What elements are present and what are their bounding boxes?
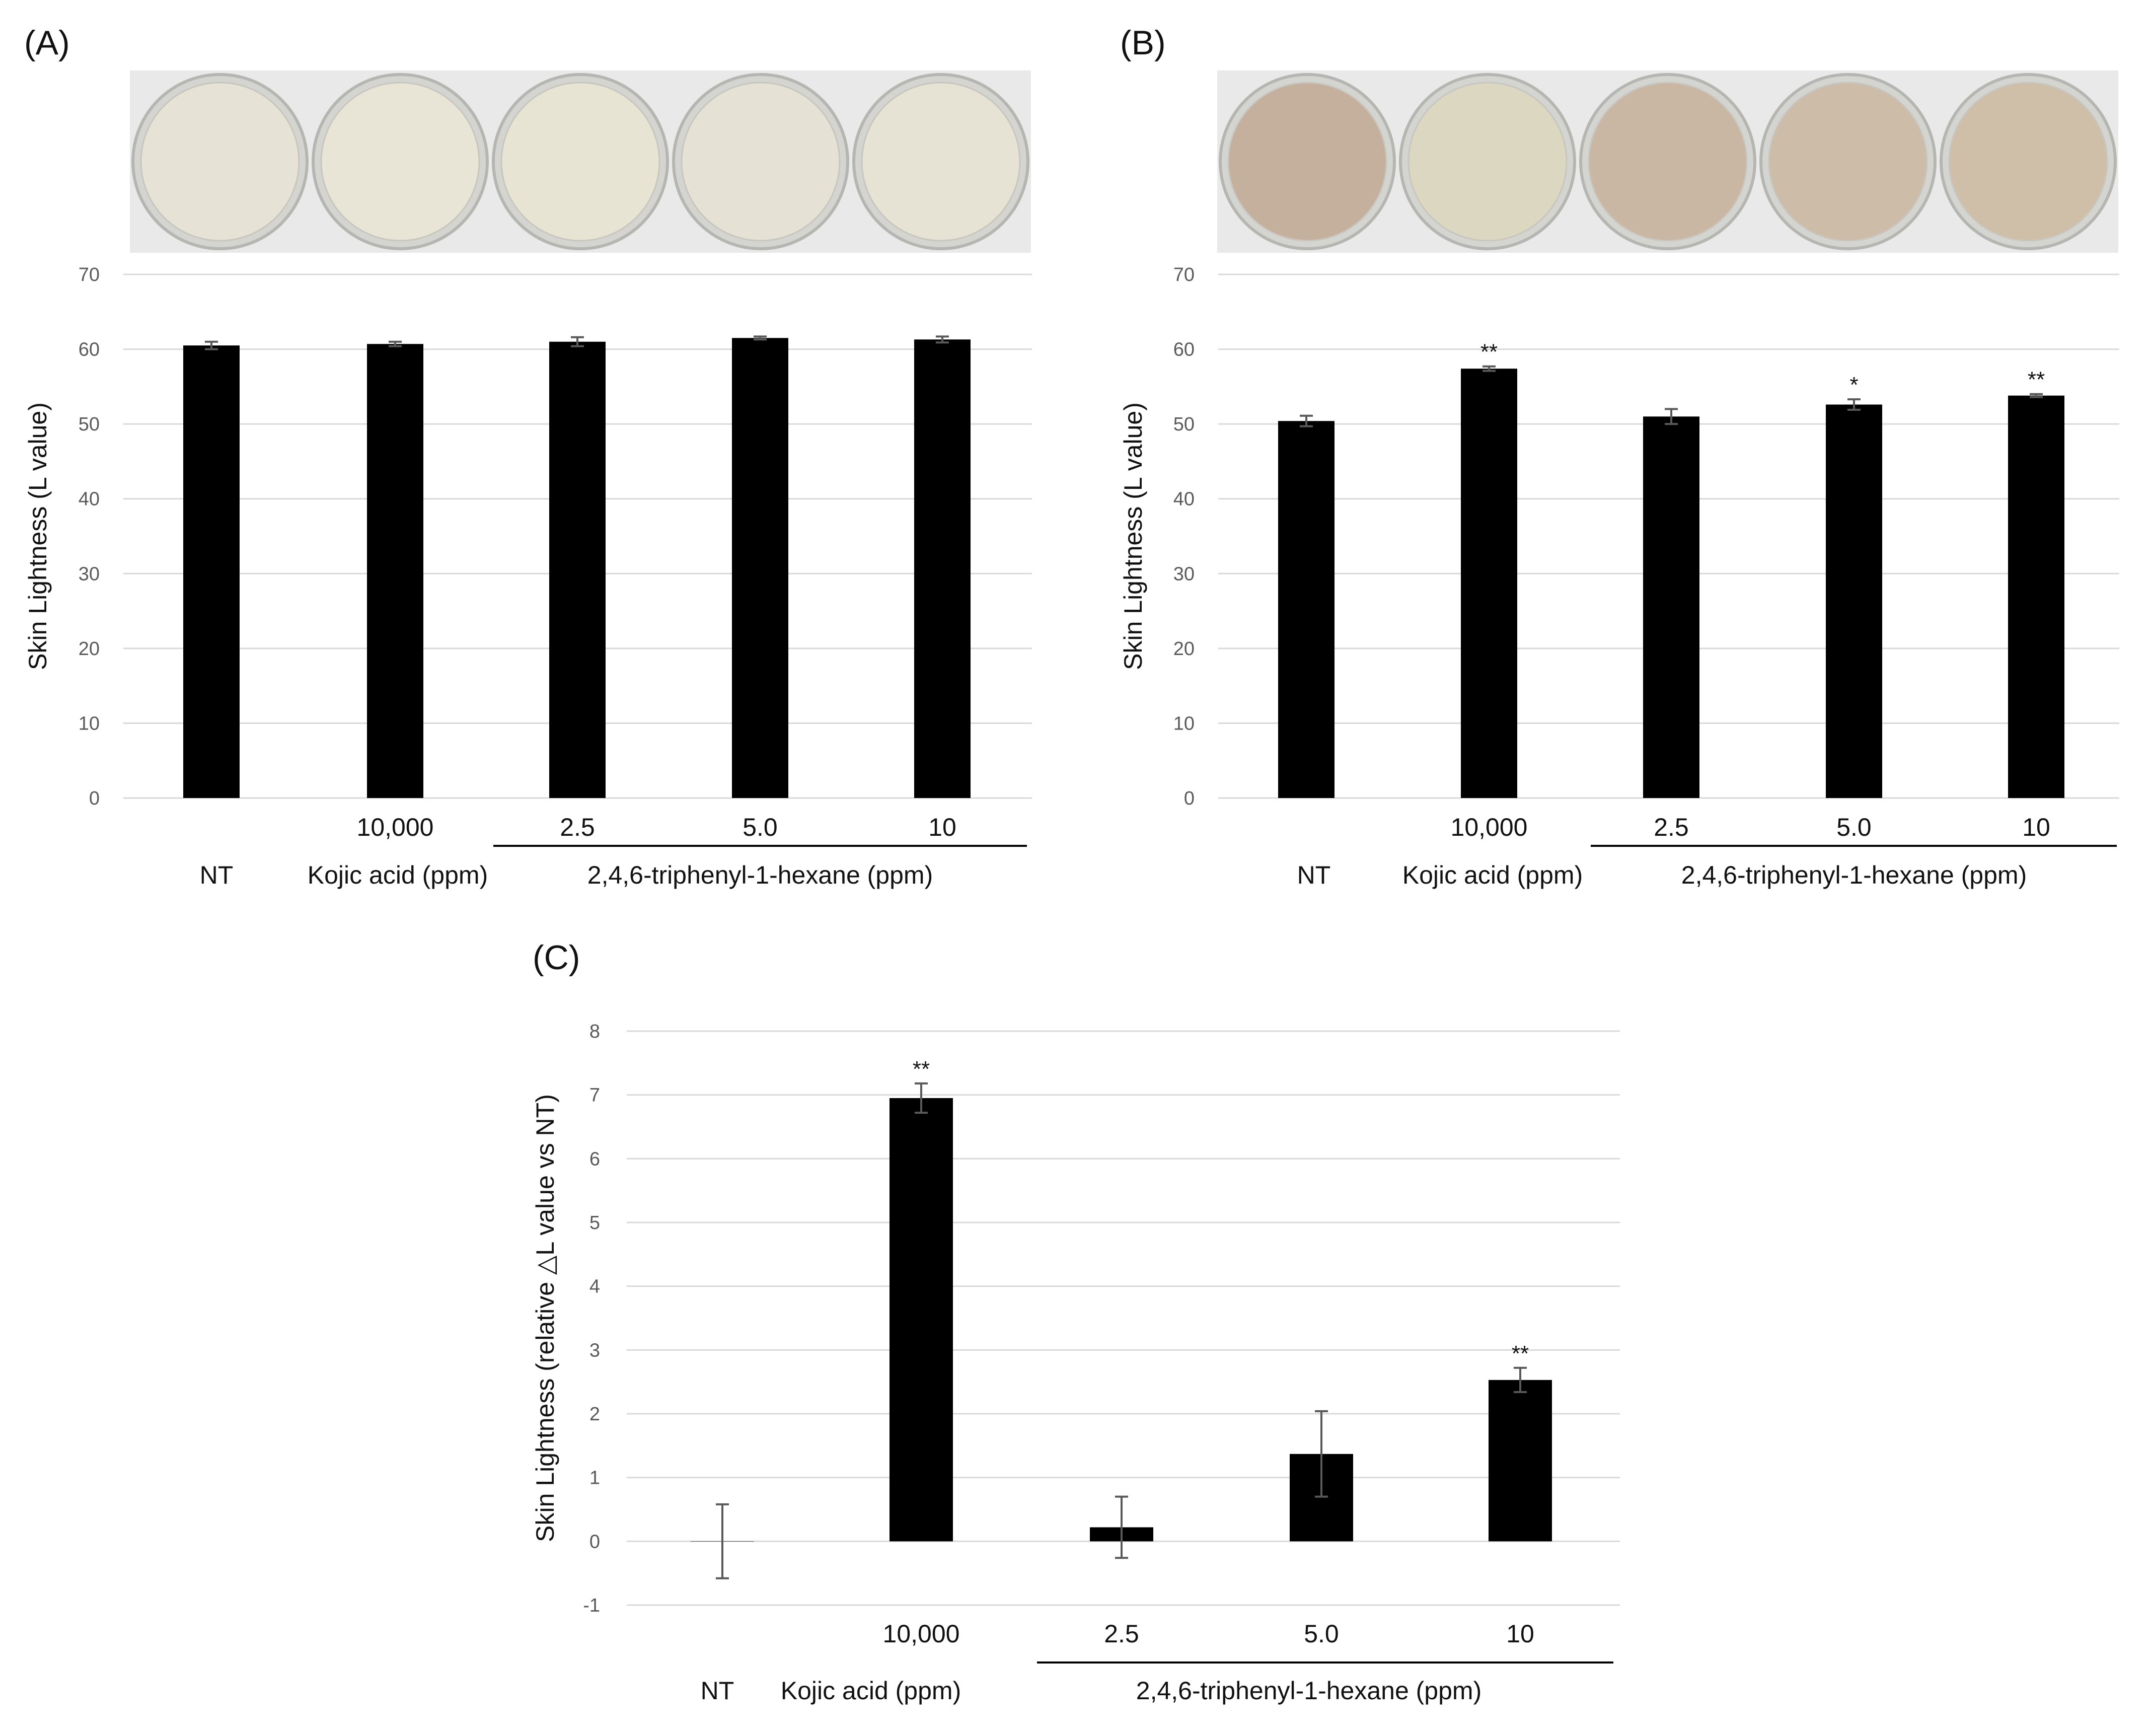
y-tick-label: 20: [1173, 638, 1195, 660]
x-label-dose: 5.0: [1836, 813, 1872, 841]
y-tick-label: 60: [1173, 339, 1195, 360]
y-tick-label: 6: [589, 1148, 600, 1170]
x-label-nt: NT: [1297, 861, 1331, 889]
bar-1: [367, 344, 423, 798]
significance-marker: **: [913, 1057, 930, 1081]
x-label-dose: 10: [2022, 813, 2050, 841]
dish-well: [140, 82, 300, 242]
chart-panel-b: (B) 0 10 20 30 40 50 60 70 Skin Lightness (L valu…: [1119, 24, 2119, 889]
y-tick-label: 70: [1173, 264, 1195, 285]
dish-well: [1407, 82, 1568, 242]
y-tick-label: 0: [1184, 788, 1195, 809]
x-label-compound: 2,4,6-triphenyl-1-hexane (ppm): [1681, 861, 2027, 889]
x-label-dose: 2.5: [1654, 813, 1689, 841]
y-tick-label: 50: [79, 414, 100, 435]
y-tick-label: 10: [1173, 713, 1195, 734]
y-tick-label: 3: [589, 1340, 600, 1361]
bar-0: [1278, 421, 1335, 798]
y-tick-label: 20: [79, 638, 100, 660]
dish-well: [1588, 82, 1748, 242]
bar-1: [889, 1098, 953, 1542]
chart-panel-c: (C) -1 0 1 2 3 4 5 6 7 8 Skin Lightness (relative △…: [531, 938, 1620, 1705]
significance-marker: *: [1849, 373, 1858, 397]
y-tick-label: 0: [89, 788, 100, 809]
y-tick-label: 4: [589, 1276, 600, 1297]
y-tick-label: 7: [589, 1085, 600, 1106]
y-tick-label: -1: [583, 1595, 600, 1616]
dish-well: [1948, 82, 2108, 242]
y-tick-label: 30: [1173, 563, 1195, 585]
y-tick-label: 60: [79, 339, 100, 360]
y-tick-label: 8: [589, 1021, 600, 1042]
x-label-dose: 2.5: [560, 813, 595, 841]
bar-3: [732, 338, 788, 798]
dish-well: [681, 82, 841, 242]
panel-label: (A): [24, 24, 70, 62]
dish-well: [861, 82, 1021, 242]
significance-marker: **: [1512, 1341, 1529, 1366]
bar-0: [183, 345, 240, 798]
x-label-dose: 5.0: [743, 813, 778, 841]
y-tick-label: 30: [79, 563, 100, 585]
dish-well: [1227, 82, 1387, 242]
y-tick-label: 40: [79, 489, 100, 510]
x-label-kojic-dose: 10,000: [1451, 813, 1528, 841]
y-tick-label: 70: [79, 264, 100, 285]
x-label-kojic: Kojic acid (ppm): [1402, 861, 1583, 889]
significance-marker: **: [1480, 340, 1498, 365]
dish-photo-strip: [1217, 70, 2118, 253]
chart-panel-a: (A) 0 10 20 30 40 50 60 70 Skin Lightness (L valu…: [24, 24, 1032, 889]
bar-1: [1461, 369, 1517, 798]
y-axis-title: Skin Lightness (relative △L value vs NT): [531, 1094, 559, 1542]
panel-label: (C): [533, 938, 580, 977]
x-label-kojic: Kojic acid (ppm): [308, 861, 488, 889]
y-tick-label: 40: [1173, 489, 1195, 510]
y-axis-title: Skin Lightness (L value): [1119, 402, 1147, 670]
y-tick-label: 2: [589, 1404, 600, 1425]
bar-4: [914, 339, 971, 798]
bar-3: [1826, 404, 1882, 798]
bar-2: [1643, 416, 1699, 798]
x-label-compound: 2,4,6-triphenyl-1-hexane (ppm): [587, 861, 933, 889]
x-label-compound: 2,4,6-triphenyl-1-hexane (ppm): [1136, 1677, 1481, 1705]
dish-well: [500, 82, 660, 242]
x-label-dose: 2.5: [1104, 1620, 1139, 1648]
x-label-dose: 10: [1506, 1620, 1534, 1648]
dish-well: [1768, 82, 1928, 242]
y-tick-label: 50: [1173, 414, 1195, 435]
x-label-nt: NT: [701, 1677, 734, 1705]
bar-2: [549, 341, 606, 798]
y-axis-title: Skin Lightness (L value): [24, 402, 52, 670]
x-label-kojic: Kojic acid (ppm): [781, 1677, 961, 1705]
y-tick-label: 0: [589, 1531, 600, 1552]
y-tick-label: 5: [589, 1212, 600, 1234]
x-label-nt: NT: [200, 861, 234, 889]
x-label-kojic-dose: 10,000: [883, 1620, 960, 1648]
y-tick-label: 10: [79, 713, 100, 734]
dish-photo-strip: [130, 70, 1031, 253]
y-tick-label: 1: [589, 1468, 600, 1489]
x-label-dose: 10: [928, 813, 956, 841]
panel-label: (B): [1120, 24, 1166, 62]
x-label-dose: 5.0: [1304, 1620, 1339, 1648]
significance-marker: **: [2028, 368, 2045, 392]
bar-4: [1489, 1380, 1552, 1542]
dish-well: [320, 82, 480, 242]
bar-4: [2008, 395, 2064, 798]
x-label-kojic-dose: 10,000: [357, 813, 434, 841]
